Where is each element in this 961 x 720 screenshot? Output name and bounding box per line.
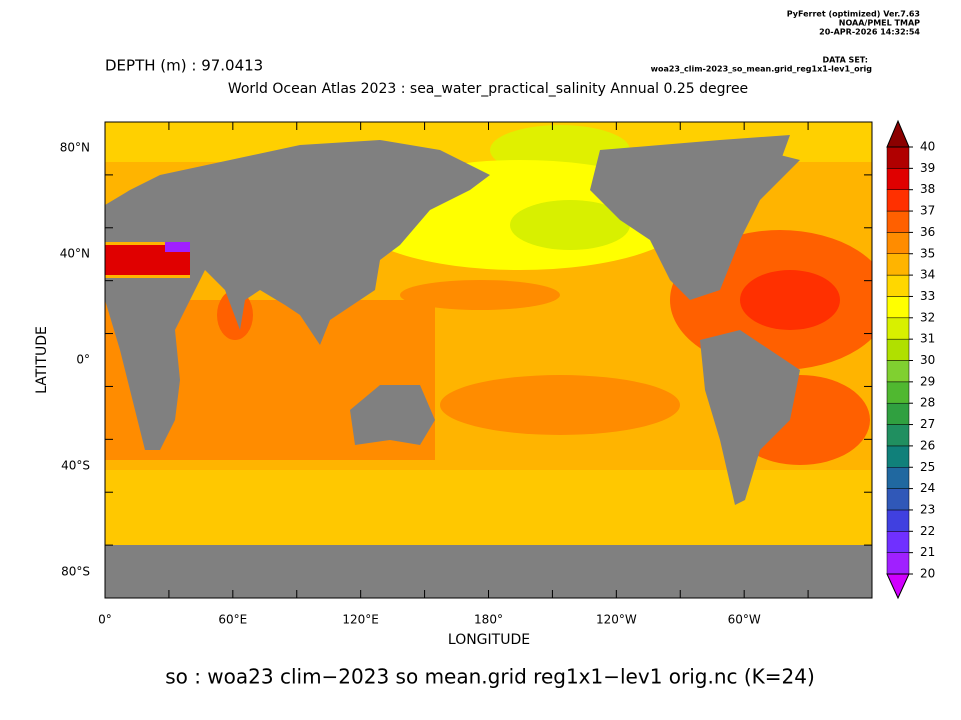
software: PyFerret (optimized) Ver.7.63 [787, 10, 920, 19]
colorbar-over [886, 119, 910, 148]
colorbar-label: 36 [920, 225, 935, 239]
dataset: woa23_clim-2023_so_mean.grid_reg1x1-lev1… [651, 65, 873, 74]
colorbar-segment [886, 552, 910, 575]
colorbar-segment [886, 424, 910, 447]
colorbar-segment [886, 168, 910, 190]
y-tick-label: 40°S [61, 459, 90, 473]
x-tick-label: 60°E [218, 613, 247, 627]
x-tick-label: 180° [474, 613, 503, 627]
colorbar-segment [886, 381, 910, 404]
colorbar-label: 27 [920, 417, 935, 431]
timestamp: 20-APR-2026 14:32:54 [819, 28, 920, 37]
colorbar-segment [886, 445, 910, 468]
colorbar-under [886, 573, 910, 600]
colorbar-segment [886, 467, 910, 489]
south-america [700, 330, 800, 505]
colorbar-label: 21 [920, 545, 935, 559]
greenland [720, 135, 790, 200]
title: World Ocean Atlas 2023 : sea_water_pract… [228, 81, 748, 97]
colorbar-segment [886, 360, 910, 383]
colorbar-label: 29 [920, 374, 935, 388]
depth-label: DEPTH (m) : 97.0413 [105, 57, 263, 75]
black-sea [165, 242, 195, 252]
colorbar-segment [886, 274, 910, 297]
north-pacific-high [400, 280, 560, 310]
colorbar-label: 32 [920, 310, 935, 324]
dataset-label: DATA SET: [823, 56, 868, 65]
colorbar-segment [886, 317, 910, 340]
x-label: LONGITUDE [448, 632, 530, 648]
footer: so : woa23 clim−2023 so mean.grid reg1x1… [165, 665, 815, 689]
x-tick-label: 60°W [728, 613, 761, 627]
colorbar-segment [886, 531, 910, 553]
colorbar-segment [886, 488, 910, 511]
colorbar-label: 37 [920, 204, 935, 218]
colorbar-segment [886, 189, 910, 212]
colorbar-label: 38 [920, 182, 935, 196]
x-tick-label: 120°W [596, 613, 637, 627]
colorbar-segment [886, 210, 910, 233]
southern-ocean [105, 470, 872, 550]
eurasia-africa [105, 140, 490, 450]
colorbar-label: 23 [920, 502, 935, 516]
colorbar-segment [886, 402, 910, 425]
colorbar-label: 39 [920, 161, 935, 175]
org: NOAA/PMEL TMAP [839, 19, 920, 28]
south-pacific-high [440, 375, 680, 435]
colorbar-segment [886, 509, 910, 532]
land [105, 135, 872, 598]
ticks: 0° 60°E 120°E 180° 120°W 60°W 80°N 40°N 0° 40°S 80… [60, 121, 873, 627]
y-tick-label: 0° [76, 353, 90, 367]
colorbar-label: 30 [920, 353, 935, 367]
colorbar: 20 21 22 23 24 25 26 27 28 29 30 31 32 33 34 35 36 37 38 39… [886, 119, 935, 600]
colorbar-label: 34 [920, 268, 935, 282]
atlantic-high [740, 270, 840, 330]
colorbar-label: 35 [920, 246, 935, 260]
colorbar-segment [886, 253, 910, 276]
colorbar-label: 26 [920, 438, 935, 452]
antarctica [105, 545, 872, 598]
north-pacific-low [510, 200, 630, 250]
colorbar-label: 24 [920, 481, 935, 495]
colorbar-segment [886, 232, 910, 254]
x-tick-label: 120°E [342, 613, 379, 627]
colorbar-label: 33 [920, 289, 935, 303]
colorbar-segment [886, 296, 910, 319]
australia [350, 385, 435, 445]
x-tick-label: 0° [98, 613, 112, 627]
colorbar-label: 25 [920, 460, 935, 474]
y-tick-label: 40°N [60, 247, 90, 261]
colorbar-segment [886, 146, 910, 169]
colorbar-label: 40 [920, 140, 935, 154]
colorbar-label: 22 [920, 524, 935, 538]
map-field [105, 122, 872, 598]
y-tick-label: 80°S [61, 565, 90, 579]
colorbar-segment [886, 338, 910, 361]
colorbar-label: 31 [920, 332, 935, 346]
colorbar-label: 28 [920, 396, 935, 410]
y-tick-label: 80°N [60, 141, 90, 155]
y-label: LATITUDE [34, 326, 50, 394]
colorbar-label: 20 [920, 567, 935, 581]
